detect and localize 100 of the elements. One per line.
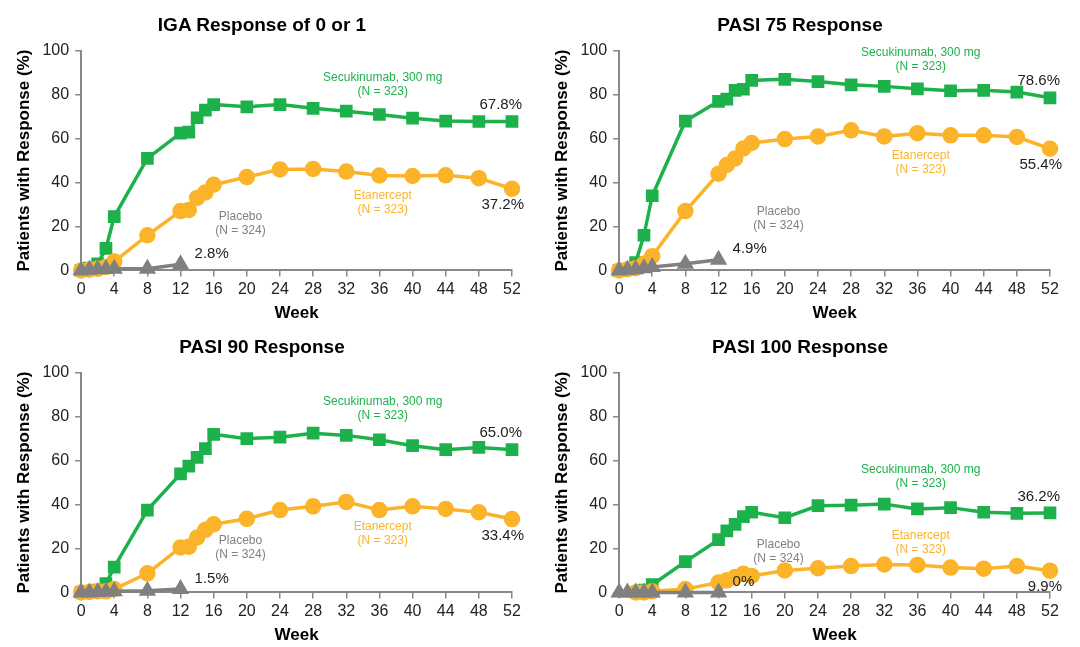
data-label: 78.6%	[1017, 71, 1060, 89]
x-axis-title: Week	[274, 303, 320, 323]
series-label: Etanercept (N = 323)	[891, 527, 951, 556]
y-tick-label: 80	[51, 85, 70, 103]
x-tick-label: 4	[109, 602, 119, 620]
x-tick-label: 52	[1041, 280, 1059, 298]
y-axis-title: Patients with Response (%)	[13, 371, 33, 594]
x-axis-title: Week	[274, 625, 320, 645]
y-tick-label: 40	[51, 172, 70, 190]
data-label: 37.2%	[481, 195, 524, 213]
y-tick-label: 100	[42, 41, 70, 59]
data-label: 2.8%	[194, 243, 229, 261]
data-label: 9.9%	[1027, 577, 1062, 595]
y-axis-title: Patients with Response (%)	[13, 49, 33, 272]
x-tick-label: 44	[436, 280, 455, 298]
x-tick-label: 12	[171, 602, 190, 620]
x-tick-label: 28	[842, 602, 861, 620]
series-label: Etanercept (N = 323)	[353, 518, 413, 547]
x-tick-label: 24	[271, 280, 289, 298]
y-tick-label: 100	[580, 41, 608, 59]
y-tick-label: 0	[598, 260, 608, 278]
y-tick-label: 20	[51, 216, 70, 234]
x-tick-label: 32	[337, 602, 356, 620]
y-axis-title: Patients with Response (%)	[551, 371, 571, 594]
x-tick-label: 0	[76, 280, 86, 298]
y-tick-label: 40	[589, 494, 608, 512]
y-tick-label: 80	[51, 407, 70, 425]
data-label: 4.9%	[732, 239, 767, 257]
series-label: Secukinumab, 300 mg (N = 323)	[861, 44, 981, 73]
x-tick-label: 0	[614, 280, 624, 298]
x-tick-label: 4	[109, 280, 119, 298]
x-tick-label: 44	[974, 280, 993, 298]
x-tick-label: 48	[1007, 602, 1026, 620]
text: Placebo (N = 324)	[753, 203, 804, 232]
x-tick-label: 40	[403, 602, 422, 620]
x-tick-label: 12	[709, 280, 728, 298]
x-tick-label: 4	[647, 280, 657, 298]
x-tick-label: 40	[941, 280, 960, 298]
x-tick-label: 52	[503, 280, 521, 298]
y-tick-label: 20	[589, 216, 608, 234]
x-tick-label: 12	[709, 602, 728, 620]
x-tick-label: 8	[142, 280, 152, 298]
data-label: 1.5%	[194, 568, 229, 586]
x-tick-label: 48	[469, 602, 488, 620]
chart-title: PASI 90 Response	[179, 335, 345, 357]
x-tick-label: 36	[908, 602, 927, 620]
y-tick-label: 40	[51, 494, 70, 512]
chart-title: IGA Response of 0 or 1	[157, 13, 367, 35]
x-axis-title: Week	[812, 303, 858, 323]
chart-title: PASI 75 Response	[717, 13, 883, 35]
x-tick-label: 8	[680, 602, 690, 620]
chart-title: PASI 100 Response	[711, 335, 889, 357]
x-tick-label: 52	[1041, 602, 1059, 620]
x-tick-label: 20	[775, 280, 794, 298]
y-tick-label: 60	[51, 129, 70, 147]
y-tick-label: 0	[60, 582, 70, 600]
x-tick-label: 40	[403, 280, 422, 298]
x-tick-label: 0	[614, 602, 624, 620]
x-tick-label: 28	[842, 280, 861, 298]
x-tick-label: 36	[370, 602, 389, 620]
text: Placebo (N = 324)	[215, 208, 266, 237]
text: Placebo (N = 324)	[753, 536, 804, 565]
x-tick-label: 44	[436, 602, 455, 620]
x-tick-label: 48	[469, 280, 488, 298]
x-tick-label: 12	[171, 280, 190, 298]
data-label: 36.2%	[1017, 486, 1060, 504]
y-tick-label: 60	[51, 451, 70, 469]
series-label: Etanercept (N = 323)	[891, 147, 951, 176]
x-tick-label: 24	[809, 602, 827, 620]
x-tick-label: 0	[76, 602, 86, 620]
y-tick-label: 80	[589, 85, 608, 103]
y-tick-label: 0	[60, 260, 70, 278]
y-tick-label: 100	[580, 363, 608, 381]
x-tick-label: 24	[271, 602, 289, 620]
x-tick-label: 28	[304, 280, 323, 298]
x-tick-label: 52	[503, 602, 521, 620]
y-tick-label: 100	[42, 363, 70, 381]
x-tick-label: 40	[941, 602, 960, 620]
x-tick-label: 16	[204, 602, 223, 620]
y-tick-label: 80	[589, 407, 608, 425]
x-tick-label: 36	[370, 280, 389, 298]
x-tick-label: 28	[304, 602, 323, 620]
x-tick-label: 32	[875, 280, 894, 298]
series-label: Secukinumab, 300 mg (N = 323)	[861, 462, 981, 491]
text: Placebo (N = 324)	[215, 533, 266, 562]
x-tick-label: 4	[647, 602, 657, 620]
x-tick-label: 36	[908, 280, 927, 298]
x-tick-label: 24	[809, 280, 827, 298]
series-label: Etanercept (N = 323)	[353, 188, 413, 217]
data-label: 65.0%	[479, 423, 522, 441]
x-axis-title: Week	[812, 625, 858, 645]
y-tick-label: 60	[589, 129, 608, 147]
y-tick-label: 60	[589, 451, 608, 469]
y-tick-label: 20	[589, 538, 608, 556]
data-label: 33.4%	[481, 525, 524, 543]
series-label: Secukinumab, 300 mg (N = 323)	[323, 69, 443, 98]
x-tick-label: 32	[875, 602, 894, 620]
x-tick-label: 8	[142, 602, 152, 620]
x-tick-label: 16	[742, 280, 761, 298]
x-tick-label: 20	[237, 602, 256, 620]
